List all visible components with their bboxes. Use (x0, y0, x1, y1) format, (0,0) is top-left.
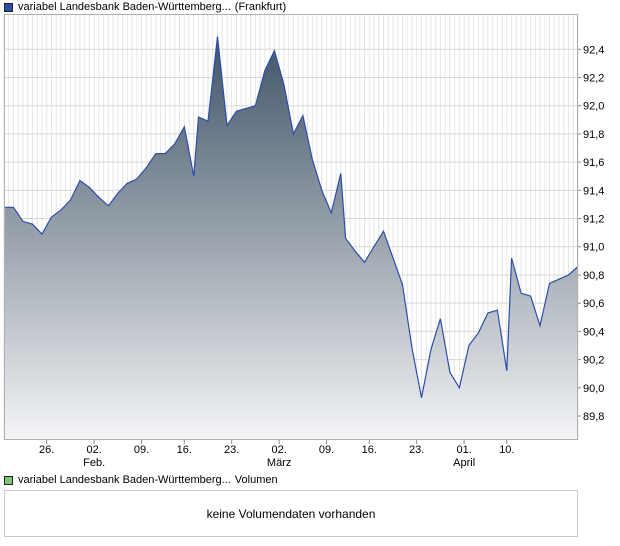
y-tick-label: 91,2 (583, 214, 604, 226)
plot-border (4, 14, 578, 440)
y-tick-label: 90,6 (583, 298, 604, 310)
y-tick-label: 92,0 (583, 101, 604, 113)
x-tick-label: 10. (499, 444, 514, 456)
price-legend-label: variabel Landesbank Baden-Württemberg... (18, 1, 231, 13)
y-tick-label: 92,2 (583, 72, 604, 84)
price-legend-swatch (4, 2, 13, 12)
volume-legend-swatch (4, 475, 13, 485)
volume-legend: variabel Landesbank Baden-Württemberg...… (4, 473, 278, 487)
x-tick-label: 09. (319, 444, 334, 456)
price-chart: 89,8 90,0 90,2 90,4 90,6 90,8 91,0 91,2 91,4 91,6… (3, 14, 604, 469)
y-tick-label: 90,4 (583, 326, 604, 338)
x-month-label: April (453, 457, 475, 469)
y-tick-label: 90,0 (583, 383, 604, 395)
y-tick-label: 91,4 (583, 185, 604, 197)
x-tick-label: 09. (134, 444, 149, 456)
x-tick-label: 16. (177, 444, 192, 456)
price-legend: variabel Landesbank Baden-Württemberg...… (4, 0, 286, 14)
y-tick-label: 91,6 (583, 157, 604, 169)
x-tick-label: 26. (39, 444, 54, 456)
x-month-label: Feb. (83, 457, 105, 469)
y-tick-label: 90,8 (583, 270, 604, 282)
x-tick-label: 16. (362, 444, 377, 456)
x-tick-label: 02. (86, 444, 101, 456)
volume-panel: keine Volumendaten vorhanden (4, 490, 578, 537)
y-tick-label: 90,2 (583, 355, 604, 367)
price-legend-exchange: (Frankfurt) (234, 1, 287, 13)
y-tick-label: 92,4 (583, 44, 604, 56)
y-tick-label: 89,8 (583, 411, 604, 423)
volume-legend-suffix: Volumen (234, 474, 278, 486)
x-tick-label: 01. (457, 444, 472, 456)
y-tick-label: 91,0 (583, 242, 604, 254)
volume-legend-label: variabel Landesbank Baden-Württemberg... (18, 474, 231, 486)
x-tick-label: 02. (271, 444, 286, 456)
x-month-label: März (267, 457, 291, 469)
x-tick-label: 23. (224, 444, 239, 456)
y-tick-label: 91,8 (583, 129, 604, 141)
x-tick-label: 23. (409, 444, 424, 456)
volume-empty-message: keine Volumendaten vorhanden (206, 506, 376, 521)
price-line (4, 36, 579, 398)
